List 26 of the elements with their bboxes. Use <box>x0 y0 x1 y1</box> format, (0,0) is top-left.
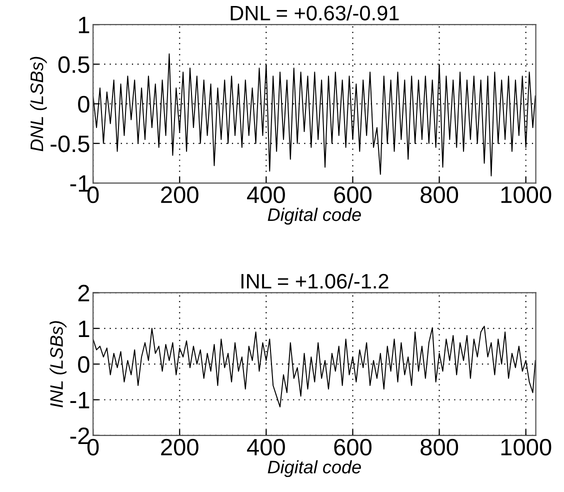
y-tick-label: 0 <box>78 96 90 113</box>
y-tick-label: 0.5 <box>58 56 90 73</box>
chart-title: INL = +1.06/-1.2 <box>241 273 388 289</box>
chart-title: DNL = +0.63/-0.91 <box>230 5 399 20</box>
x-tick-label: 600 <box>334 438 372 456</box>
x-tick-label: 1000 <box>501 186 552 204</box>
y-tick-label: 2 <box>78 284 90 302</box>
x-tick-label: 800 <box>420 186 458 204</box>
x-tick-label: 400 <box>247 186 285 204</box>
y-axis-title: INL (LSBs) <box>50 321 67 408</box>
y-tick-label: 1 <box>78 16 90 34</box>
x-tick-label: 200 <box>161 186 198 204</box>
y-tick-label: -1 <box>70 392 90 408</box>
y-axis-title: DNL (LSBs) <box>30 56 47 152</box>
y-tick-label: -2 <box>70 427 90 444</box>
y-tick-label: -0.5 <box>50 135 90 152</box>
x-tick-label: 1000 <box>501 438 552 456</box>
x-axis-title: Digital code <box>268 460 361 478</box>
y-tick-label: 1 <box>78 320 90 337</box>
x-axis-title: Digital code <box>268 208 361 225</box>
x-tick-label: 200 <box>161 438 198 456</box>
y-tick-label: -1 <box>70 175 90 192</box>
x-tick-label: 400 <box>247 438 285 456</box>
y-tick-label: 0 <box>78 356 90 373</box>
x-tick-label: 600 <box>334 186 372 204</box>
x-tick-label: 800 <box>420 438 458 456</box>
